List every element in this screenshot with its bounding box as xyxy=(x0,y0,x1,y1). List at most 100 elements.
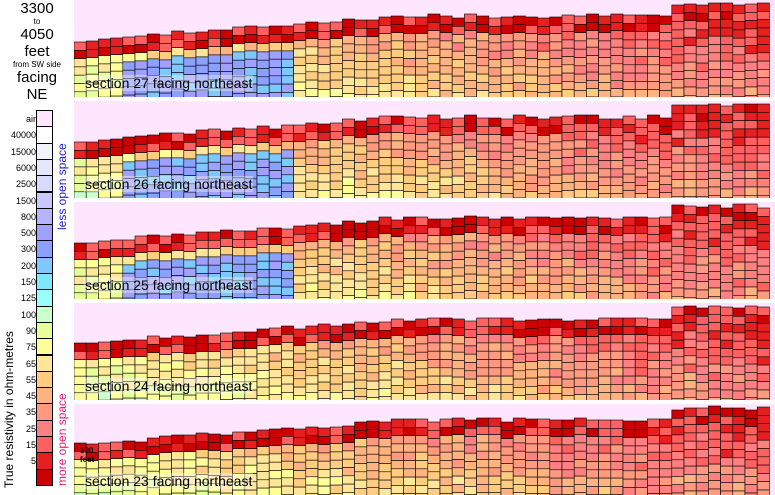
heatmap-cell xyxy=(281,124,294,134)
heatmap-cell xyxy=(683,297,697,299)
heatmap-cell xyxy=(281,460,294,470)
heatmap-cell xyxy=(464,55,477,65)
heatmap-cell xyxy=(342,76,355,86)
heatmap-cell xyxy=(317,485,331,495)
heatmap-cell xyxy=(317,444,331,454)
heatmap-cell xyxy=(403,493,416,495)
heatmap-cell xyxy=(720,398,734,400)
heatmap-cell xyxy=(659,335,673,345)
heatmap-cell xyxy=(659,175,673,185)
heatmap-cell xyxy=(207,256,221,266)
heatmap-cell xyxy=(354,36,368,46)
heatmap-cell xyxy=(622,249,636,259)
heatmap-cell xyxy=(549,141,563,151)
heatmap-cell xyxy=(720,19,734,29)
heatmap-cell xyxy=(403,116,416,126)
heatmap-cell xyxy=(256,26,270,36)
heatmap-cell xyxy=(378,140,392,150)
heatmap-cell xyxy=(598,185,612,195)
heatmap-cell xyxy=(378,157,392,167)
heatmap-cell xyxy=(537,151,551,161)
heatmap-cell xyxy=(74,492,87,495)
heatmap-cell xyxy=(512,65,526,75)
heatmap-cell xyxy=(671,271,685,281)
heatmap-cell xyxy=(451,84,465,94)
heatmap-cell xyxy=(683,196,697,198)
heatmap-cell xyxy=(647,443,660,453)
heatmap-cell xyxy=(708,322,721,332)
heatmap-cell xyxy=(537,25,551,35)
heatmap-cell xyxy=(634,317,648,327)
heatmap-cell xyxy=(293,225,307,235)
heatmap-cell xyxy=(207,145,221,155)
heatmap-cell xyxy=(342,168,355,178)
heatmap-cell xyxy=(659,216,673,226)
heatmap-cell xyxy=(586,63,599,73)
heatmap-cell xyxy=(500,91,514,97)
heatmap-cell xyxy=(220,365,233,375)
heatmap-cell xyxy=(598,57,612,67)
heatmap-cell xyxy=(732,21,746,31)
heatmap-cell xyxy=(573,131,587,141)
heatmap-cell xyxy=(708,170,721,180)
heatmap-cell xyxy=(403,233,416,243)
heatmap-cell xyxy=(427,122,441,132)
heatmap-cell xyxy=(708,422,721,432)
heatmap-cell xyxy=(451,184,465,194)
heatmap-cell xyxy=(488,342,502,352)
heatmap-cell xyxy=(427,384,441,394)
heatmap-cell xyxy=(756,398,770,400)
heatmap-cell xyxy=(439,48,453,58)
heatmap-cell xyxy=(720,323,734,333)
heatmap-cell xyxy=(488,317,502,327)
heatmap-cell xyxy=(183,49,197,59)
heatmap-cell xyxy=(573,275,587,285)
heatmap-cell xyxy=(317,89,331,97)
heatmap-cell xyxy=(195,239,209,249)
heatmap-cell xyxy=(488,425,502,435)
heatmap-cell xyxy=(220,54,233,64)
heatmap-cell xyxy=(671,62,685,72)
heatmap-cell xyxy=(561,362,575,372)
heatmap-cell xyxy=(329,38,343,48)
heatmap-cell xyxy=(268,170,282,180)
heatmap-cell xyxy=(281,261,294,271)
heatmap-cell xyxy=(659,125,673,135)
heatmap-cell xyxy=(342,278,355,288)
heatmap-cell xyxy=(256,183,270,193)
heatmap-cell xyxy=(525,124,538,134)
heatmap-cell xyxy=(476,216,490,226)
heatmap-cell xyxy=(256,437,270,447)
heatmap-cell xyxy=(464,139,477,149)
heatmap-cell xyxy=(110,37,124,47)
heatmap-cell xyxy=(476,325,490,335)
heatmap-cell xyxy=(439,15,453,25)
heatmap-cell xyxy=(647,217,660,227)
heatmap-cell xyxy=(573,369,587,379)
heatmap-cell xyxy=(464,486,477,495)
heatmap-cell xyxy=(110,239,124,249)
heatmap-cell xyxy=(720,274,734,284)
heatmap-cell xyxy=(610,243,624,253)
heatmap-cell xyxy=(634,392,648,400)
heatmap-cell xyxy=(244,431,258,441)
heatmap-cell xyxy=(476,350,490,360)
heatmap-cell xyxy=(732,390,746,400)
heatmap-cell xyxy=(683,372,697,382)
heatmap-cell xyxy=(634,342,648,352)
heatmap-cell xyxy=(464,21,477,31)
heatmap-cell xyxy=(756,136,770,146)
heatmap-cell xyxy=(525,49,538,59)
heatmap-cell xyxy=(671,104,685,114)
heatmap-cell xyxy=(451,150,465,160)
heatmap-cell xyxy=(183,90,197,97)
heatmap-cell xyxy=(732,136,746,146)
heatmap-cell xyxy=(512,172,526,182)
heatmap-cell xyxy=(756,195,770,198)
heatmap-cell xyxy=(354,153,368,163)
heatmap-cell xyxy=(488,25,502,35)
heatmap-cell xyxy=(695,374,709,384)
heatmap-cell xyxy=(415,368,429,378)
heatmap-cell xyxy=(354,255,368,265)
heatmap-cell xyxy=(525,319,538,329)
